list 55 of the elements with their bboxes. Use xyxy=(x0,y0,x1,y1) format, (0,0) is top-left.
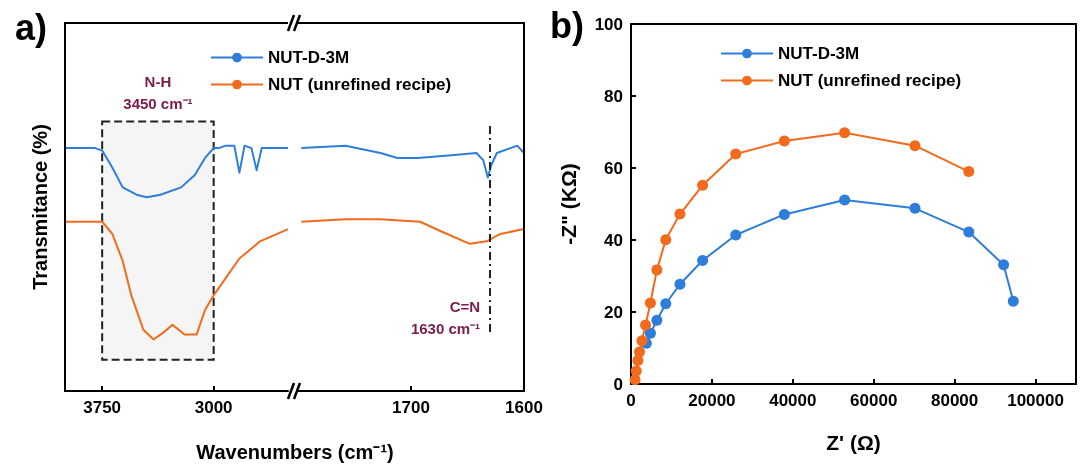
y-tick-label: 100 xyxy=(594,14,623,34)
point xyxy=(963,166,975,178)
y-axis-title: -Z" (KΩ) xyxy=(557,163,580,245)
legend-label: NUT-D-3M xyxy=(778,44,860,63)
point xyxy=(651,264,663,276)
point xyxy=(674,278,686,290)
chart-title: a) xyxy=(15,6,48,48)
point xyxy=(660,234,672,246)
y-tick-label: 0 xyxy=(613,374,623,394)
x-tick-label: 1600 xyxy=(505,398,543,417)
point xyxy=(630,365,642,377)
point xyxy=(660,298,672,310)
point xyxy=(1007,295,1019,307)
point xyxy=(909,140,921,152)
y-tick-label: 60 xyxy=(604,158,623,178)
y-tick-label: 40 xyxy=(604,230,623,250)
point xyxy=(651,314,663,326)
x-tick-label: 3750 xyxy=(83,398,122,417)
x-tick-label: 40000 xyxy=(769,391,817,410)
y-tick-label: 20 xyxy=(604,302,623,322)
legend-label: NUT (unrefined recipe) xyxy=(268,75,452,94)
chart-title: b) xyxy=(550,4,584,46)
y-tick-label: 80 xyxy=(604,86,623,106)
y-axis-title: Transmitance (%) xyxy=(29,124,51,290)
point xyxy=(674,208,686,220)
point xyxy=(778,208,790,220)
x-axis-title: Z' (Ω) xyxy=(826,431,881,454)
point xyxy=(644,327,656,339)
point xyxy=(998,259,1010,271)
point xyxy=(640,319,652,331)
point xyxy=(636,335,648,347)
legend-label: NUT-D-3M xyxy=(268,48,350,67)
point xyxy=(697,179,709,191)
x-tick-label: 3000 xyxy=(194,398,233,417)
ref-line-label: C=N 1630 cm⁻¹ xyxy=(410,297,481,337)
x-tick-label: 80000 xyxy=(931,391,979,410)
x-tick-label: 1700 xyxy=(392,398,430,417)
x-tick-label: 0 xyxy=(626,391,636,410)
point xyxy=(634,346,645,358)
x-tick-label: 20000 xyxy=(688,391,736,410)
band-label: N-H 3450 cm⁻¹ xyxy=(123,72,193,112)
legend-label: NUT (unrefined recipe) xyxy=(778,71,962,90)
x-tick-label: 60000 xyxy=(850,391,898,410)
point xyxy=(963,226,975,238)
point xyxy=(909,202,921,214)
point xyxy=(632,355,644,367)
point xyxy=(730,148,742,160)
point xyxy=(839,194,851,206)
point xyxy=(839,127,851,139)
point xyxy=(644,297,656,309)
x-axis-title: Wavenumbers (cm⁻¹) xyxy=(196,441,394,463)
point xyxy=(778,135,790,147)
point xyxy=(730,229,742,241)
point xyxy=(697,255,709,267)
x-tick-label: 100000 xyxy=(1007,391,1064,410)
